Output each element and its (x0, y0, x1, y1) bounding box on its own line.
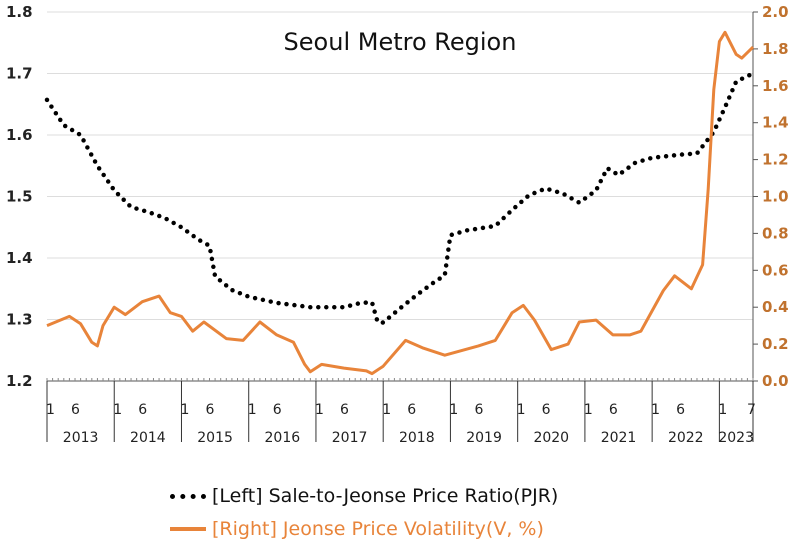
y-right-tick-label: 1.2 (762, 151, 789, 169)
x-year-label: 2022 (668, 430, 704, 446)
x-year-label: 2017 (332, 430, 368, 446)
x-month-tick-label: 6 (542, 402, 551, 418)
legend-swatch-dotted (170, 493, 206, 499)
y-right-tick-label: 0.2 (762, 335, 789, 353)
y-right-tick-label: 0.4 (762, 298, 789, 316)
x-month-tick-label: 7 (747, 402, 756, 418)
x-month-tick-label: 1 (718, 402, 727, 418)
y-left-tick-label: 1.5 (6, 188, 33, 206)
x-month-tick-label: 1 (113, 402, 122, 418)
x-year-label: 2013 (63, 430, 99, 446)
y-right-tick-label: 2.0 (762, 3, 789, 21)
y-left-tick-label: 1.3 (6, 311, 33, 329)
x-month-tick-label: 1 (584, 402, 593, 418)
legend-label: [Left] Sale-to-Jeonse Price Ratio(PJR) (212, 485, 559, 507)
series-pjr-line (44, 71, 756, 325)
y-right-tick-label: 1.6 (762, 77, 789, 95)
chart-title: Seoul Metro Region (284, 28, 517, 56)
legend-swatch-line (170, 527, 206, 531)
y-right-tick-label: 0.0 (762, 372, 789, 390)
legend-item-pjr: [Left] Sale-to-Jeonse Price Ratio(PJR) (170, 485, 558, 507)
x-year-label: 2014 (130, 430, 166, 446)
y-right-tick-label: 1.0 (762, 188, 789, 206)
x-month-tick-label: 6 (676, 402, 685, 418)
x-month-tick-label: 6 (609, 402, 618, 418)
x-month-tick-label: 1 (651, 402, 660, 418)
x-year-label: 2021 (601, 430, 637, 446)
x-month-tick-label: 1 (46, 402, 55, 418)
x-year-label: 2016 (265, 430, 301, 446)
x-month-tick-label: 6 (474, 402, 483, 418)
x-month-tick-label: 6 (71, 402, 80, 418)
x-month-tick-label: 1 (382, 402, 391, 418)
x-year-label: 2020 (533, 430, 569, 446)
y-right-tick-label: 1.4 (762, 114, 789, 132)
y-right-tick-label: 0.6 (762, 261, 789, 279)
x-month-tick-label: 6 (407, 402, 416, 418)
x-year-label: 2018 (399, 430, 435, 446)
x-month-tick-label: 1 (517, 402, 526, 418)
y-left-tick-label: 1.8 (6, 3, 33, 21)
y-right-tick-label: 0.8 (762, 224, 789, 242)
x-year-label: 2015 (197, 430, 233, 446)
x-month-tick-label: 6 (138, 402, 147, 418)
x-month-tick-label: 6 (340, 402, 349, 418)
x-month-tick-label: 6 (205, 402, 214, 418)
x-year-label: 2019 (466, 430, 502, 446)
x-month-tick-label: 1 (449, 402, 458, 418)
y-left-tick-label: 1.7 (6, 65, 33, 83)
y-right-tick-label: 1.8 (762, 40, 789, 58)
x-month-tick-label: 1 (248, 402, 257, 418)
x-month-tick-label: 6 (273, 402, 282, 418)
y-left-tick-label: 1.2 (6, 372, 33, 390)
x-year-label: 2023 (718, 430, 754, 446)
x-month-tick-label: 1 (315, 402, 324, 418)
series-volatility-line (46, 30, 755, 376)
legend-item-volatility: [Right] Jeonse Price Volatility(V, %) (170, 518, 544, 540)
y-left-tick-label: 1.4 (6, 249, 33, 267)
legend-label: [Right] Jeonse Price Volatility(V, %) (212, 518, 544, 540)
x-month-tick-label: 1 (180, 402, 189, 418)
y-left-tick-label: 1.6 (6, 126, 33, 144)
